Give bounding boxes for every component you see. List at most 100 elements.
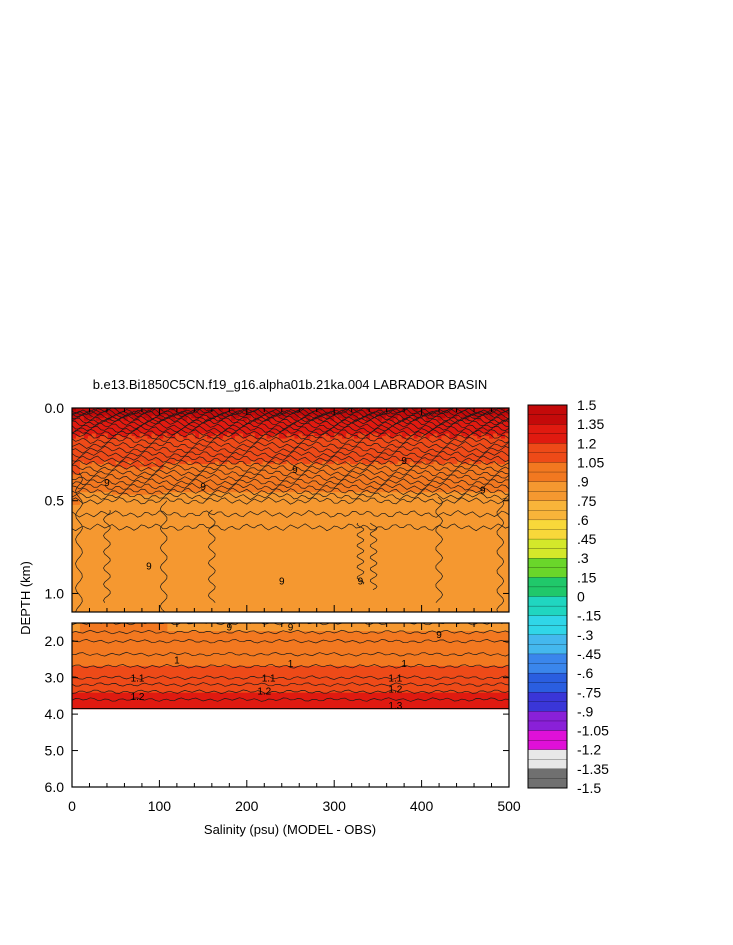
contour-line bbox=[72, 510, 509, 518]
field-cell bbox=[95, 418, 101, 422]
field-cell bbox=[365, 436, 371, 440]
colorbar-label: -.75 bbox=[577, 684, 601, 700]
field-cell bbox=[230, 415, 240, 419]
field-cell bbox=[338, 415, 347, 419]
field-cell bbox=[83, 436, 89, 440]
contour-line bbox=[72, 441, 509, 450]
field-cell bbox=[187, 415, 192, 419]
field-cell bbox=[234, 408, 244, 412]
field-cell bbox=[362, 415, 375, 419]
field-cell bbox=[437, 415, 447, 419]
lower-panel: 9 991 1 11.1 1.1 1.11.2 1.2 1.21.3 2.03.04.05.0… bbox=[45, 408, 521, 814]
field-cell bbox=[72, 678, 509, 681]
field-cell bbox=[72, 670, 509, 673]
field-cell bbox=[489, 436, 494, 440]
field-cell bbox=[473, 461, 482, 465]
field-cell bbox=[218, 433, 228, 437]
field-cell bbox=[72, 555, 509, 560]
field-cell bbox=[155, 461, 164, 465]
field-cell bbox=[373, 415, 379, 419]
field-cell bbox=[72, 676, 509, 679]
field-cell bbox=[242, 433, 252, 437]
field-cell bbox=[485, 433, 494, 437]
field-cell bbox=[72, 705, 509, 708]
field-cell bbox=[250, 461, 256, 465]
field-cell bbox=[72, 573, 509, 577]
field-cell bbox=[147, 418, 153, 422]
field-cell bbox=[72, 625, 81, 628]
field-cell bbox=[72, 690, 509, 694]
field-cell bbox=[262, 415, 268, 419]
colorbar-label: 1.35 bbox=[577, 416, 604, 432]
contour-label: 9 bbox=[436, 630, 442, 641]
field-cell bbox=[72, 525, 509, 529]
field-cell bbox=[226, 461, 232, 465]
contour-label: 1 bbox=[174, 655, 180, 666]
field-cell bbox=[505, 408, 509, 412]
colorbar-label: -1.05 bbox=[577, 723, 609, 739]
field-cell bbox=[246, 418, 256, 422]
y-tick-label: 0.5 bbox=[45, 493, 65, 509]
field-cell bbox=[322, 433, 327, 437]
field-cell bbox=[111, 492, 164, 496]
contour-line bbox=[72, 414, 509, 423]
field-cell bbox=[72, 502, 81, 506]
field-cell bbox=[342, 436, 347, 440]
field-cell bbox=[139, 418, 149, 422]
field-cell bbox=[314, 433, 323, 437]
field-cell bbox=[207, 436, 212, 440]
contour-line bbox=[72, 464, 509, 473]
field-cell bbox=[437, 436, 443, 440]
colorbar-swatch bbox=[527, 634, 568, 645]
y-tick-label: 6.0 bbox=[45, 779, 65, 795]
field-cell bbox=[322, 436, 331, 440]
contour-line bbox=[72, 675, 509, 680]
colorbar-swatch bbox=[527, 414, 568, 425]
field-cell bbox=[72, 627, 81, 630]
contour-line bbox=[72, 422, 509, 430]
field-cell bbox=[481, 418, 490, 422]
field-cell bbox=[167, 625, 509, 628]
field-cell bbox=[72, 643, 509, 647]
field-cell bbox=[123, 466, 129, 470]
field-cell bbox=[493, 461, 498, 465]
field-cell bbox=[103, 415, 109, 419]
field-cell bbox=[461, 433, 470, 437]
field-cell bbox=[278, 461, 288, 465]
field-cell bbox=[413, 433, 423, 437]
field-cell bbox=[238, 415, 244, 419]
field-cell bbox=[425, 418, 431, 422]
field-cell bbox=[167, 415, 176, 419]
field-cell bbox=[421, 415, 427, 419]
contour-label: 1.1 bbox=[131, 674, 145, 685]
field-cell bbox=[401, 415, 411, 419]
field-cell bbox=[369, 408, 379, 412]
field-cell bbox=[72, 474, 509, 478]
field-cell bbox=[143, 461, 153, 465]
field-cell bbox=[163, 466, 509, 470]
field-cell bbox=[286, 461, 292, 465]
field-cell bbox=[91, 461, 97, 465]
field-cell bbox=[183, 418, 188, 422]
upper-panel-contours bbox=[72, 408, 509, 612]
field-cell bbox=[72, 469, 81, 473]
field-cell bbox=[505, 436, 509, 440]
field-cell bbox=[477, 418, 482, 422]
field-cell bbox=[175, 433, 180, 437]
field-cell bbox=[457, 461, 462, 465]
field-cell bbox=[222, 418, 232, 422]
field-cell bbox=[187, 408, 196, 412]
field-cell bbox=[298, 461, 304, 465]
x-axis-ticks: 0 100 200 300 400 500 bbox=[68, 408, 521, 814]
colorbar-swatch bbox=[527, 577, 568, 588]
colorbar: 1.5 1.35 1.2 1.05 .9 .75 .6 .45 .3 .15 0 -.15 -.3 -.4… bbox=[527, 397, 609, 796]
field-cell bbox=[72, 563, 509, 567]
field-cell bbox=[72, 484, 509, 488]
field-cell bbox=[151, 433, 157, 437]
contour-line bbox=[72, 431, 509, 440]
field-cell bbox=[469, 461, 474, 465]
field-cell bbox=[72, 571, 509, 575]
field-cell bbox=[461, 461, 470, 465]
field-cell bbox=[441, 418, 466, 422]
colorbar-label: 1.5 bbox=[577, 397, 597, 413]
